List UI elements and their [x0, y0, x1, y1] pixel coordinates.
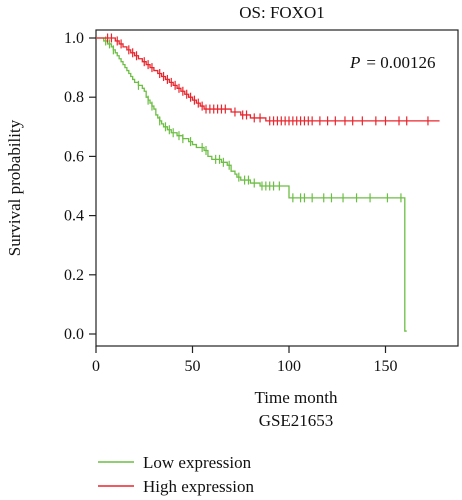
x-tick-label: 100 — [277, 358, 301, 375]
p-value-text: = 0.00126 — [366, 53, 435, 72]
plot-frame — [95, 29, 459, 347]
p-value-symbol: P — [349, 53, 360, 72]
y-axis-ticks: 0.0 0.2 0.4 0.6 0.8 1.0 — [64, 30, 96, 343]
y-tick-label: 0.2 — [64, 267, 84, 284]
y-tick-label: 0.6 — [64, 148, 84, 165]
legend: Low expression High expression — [98, 453, 254, 496]
high-expression-curve — [96, 37, 440, 122]
x-tick-label: 150 — [374, 358, 398, 375]
p-value-annotation: P = 0.00126 — [349, 53, 435, 72]
legend-label-low: Low expression — [143, 453, 252, 472]
low-expression-curve — [96, 37, 407, 332]
x-tick-label: 50 — [185, 358, 201, 375]
chart-title: OS: FOXO1 — [239, 3, 325, 22]
dataset-label: GSE21653 — [259, 411, 334, 430]
y-tick-label: 0.4 — [64, 208, 84, 225]
y-tick-label: 0.8 — [64, 89, 84, 106]
x-tick-label: 0 — [92, 358, 100, 375]
x-axis-title: Time month — [255, 388, 338, 407]
x-axis-ticks: 0 50 100 150 — [92, 346, 398, 375]
legend-label-high: High expression — [143, 477, 254, 496]
y-tick-label: 1.0 — [64, 30, 84, 47]
y-tick-label: 0.0 — [64, 326, 84, 343]
y-axis-title: Survival probability — [5, 119, 24, 256]
survival-curves — [96, 33, 440, 332]
